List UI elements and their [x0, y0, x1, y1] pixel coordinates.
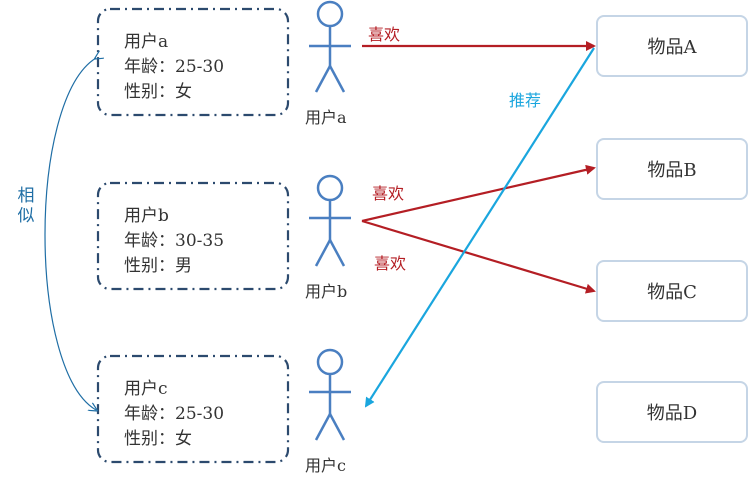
person-icon-c — [309, 348, 351, 441]
profile-gender: 性别：女 — [124, 429, 192, 449]
profile-age: 年龄：30-35 — [124, 231, 225, 251]
person-icon-a — [309, 0, 351, 93]
similar-label: 相似 — [17, 186, 35, 226]
profile-name: 用户c — [124, 379, 168, 399]
item-box-c: 物品C — [596, 260, 748, 322]
like-arrow-b-C — [361, 219, 596, 294]
similar-arc — [44, 58, 96, 410]
item-box-b: 物品B — [596, 138, 748, 200]
profile-gender: 性别：女 — [124, 82, 192, 102]
like-label-a-A: 喜欢 — [368, 25, 401, 44]
recommend-label: 推荐 — [509, 91, 542, 110]
item-box-d: 物品D — [596, 381, 748, 443]
profile-name: 用户b — [124, 206, 169, 226]
profile-age: 年龄：25-30 — [124, 404, 225, 424]
person-icon-b — [309, 174, 351, 267]
user-label-a: 用户a — [305, 108, 347, 127]
profile-name: 用户a — [124, 32, 169, 52]
like-label-b-B: 喜欢 — [372, 184, 405, 203]
user-label-b: 用户b — [305, 282, 348, 301]
profile-age: 年龄：25-30 — [124, 57, 225, 77]
item-box-a: 物品A — [596, 15, 748, 77]
recommend-arrow — [364, 47, 595, 408]
like-arrow-b-B — [361, 164, 596, 223]
user-label-c: 用户c — [305, 456, 346, 475]
profile-gender: 性别：男 — [124, 256, 192, 276]
like-label-b-C: 喜欢 — [374, 254, 407, 273]
